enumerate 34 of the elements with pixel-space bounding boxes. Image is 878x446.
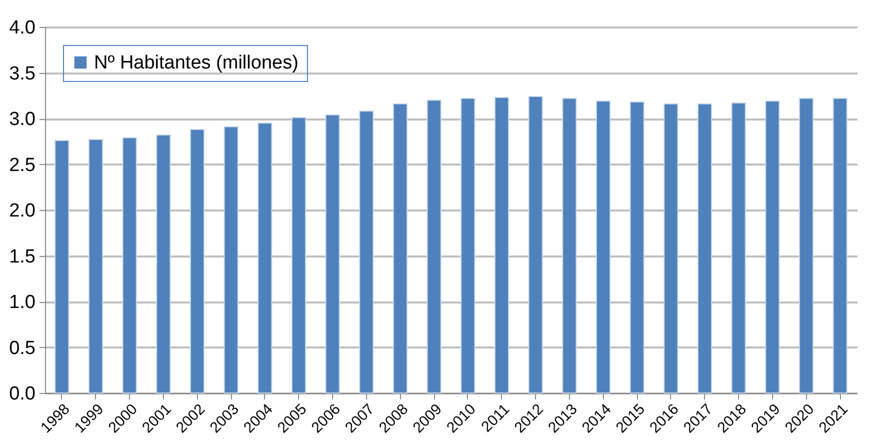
bar xyxy=(392,103,408,394)
y-tick-label: 2.5 xyxy=(9,154,36,176)
y-tick-label: 0.5 xyxy=(9,338,36,359)
bar xyxy=(731,102,746,394)
bar xyxy=(562,98,577,394)
bar xyxy=(832,98,848,394)
bar xyxy=(54,140,70,394)
y-tick-label: 3.0 xyxy=(9,109,36,130)
y-tick-label: 0.0 xyxy=(9,384,36,404)
bar xyxy=(494,96,510,394)
legend-label: Nº Habitantes (millones) xyxy=(94,52,298,74)
bar xyxy=(122,137,137,394)
bar xyxy=(765,100,780,394)
y-tick-label: 1.5 xyxy=(9,246,36,268)
y-tick-label: 3.5 xyxy=(9,63,36,84)
bar xyxy=(528,96,543,394)
bar xyxy=(325,114,340,394)
y-tick-label: 2.0 xyxy=(9,200,36,222)
bar xyxy=(190,128,205,394)
bar xyxy=(426,100,442,394)
y-tick-label: 1.0 xyxy=(9,292,36,313)
bar xyxy=(798,98,814,394)
bar xyxy=(630,102,644,394)
bar xyxy=(224,126,238,394)
bar xyxy=(359,110,374,394)
bar xyxy=(460,98,476,394)
bar xyxy=(88,139,104,394)
bar xyxy=(664,103,678,394)
bar xyxy=(596,100,611,394)
y-tick-label: 4.0 xyxy=(9,18,36,38)
bar xyxy=(258,122,272,394)
bar xyxy=(697,103,712,394)
bar xyxy=(156,134,171,394)
bar xyxy=(291,117,306,394)
